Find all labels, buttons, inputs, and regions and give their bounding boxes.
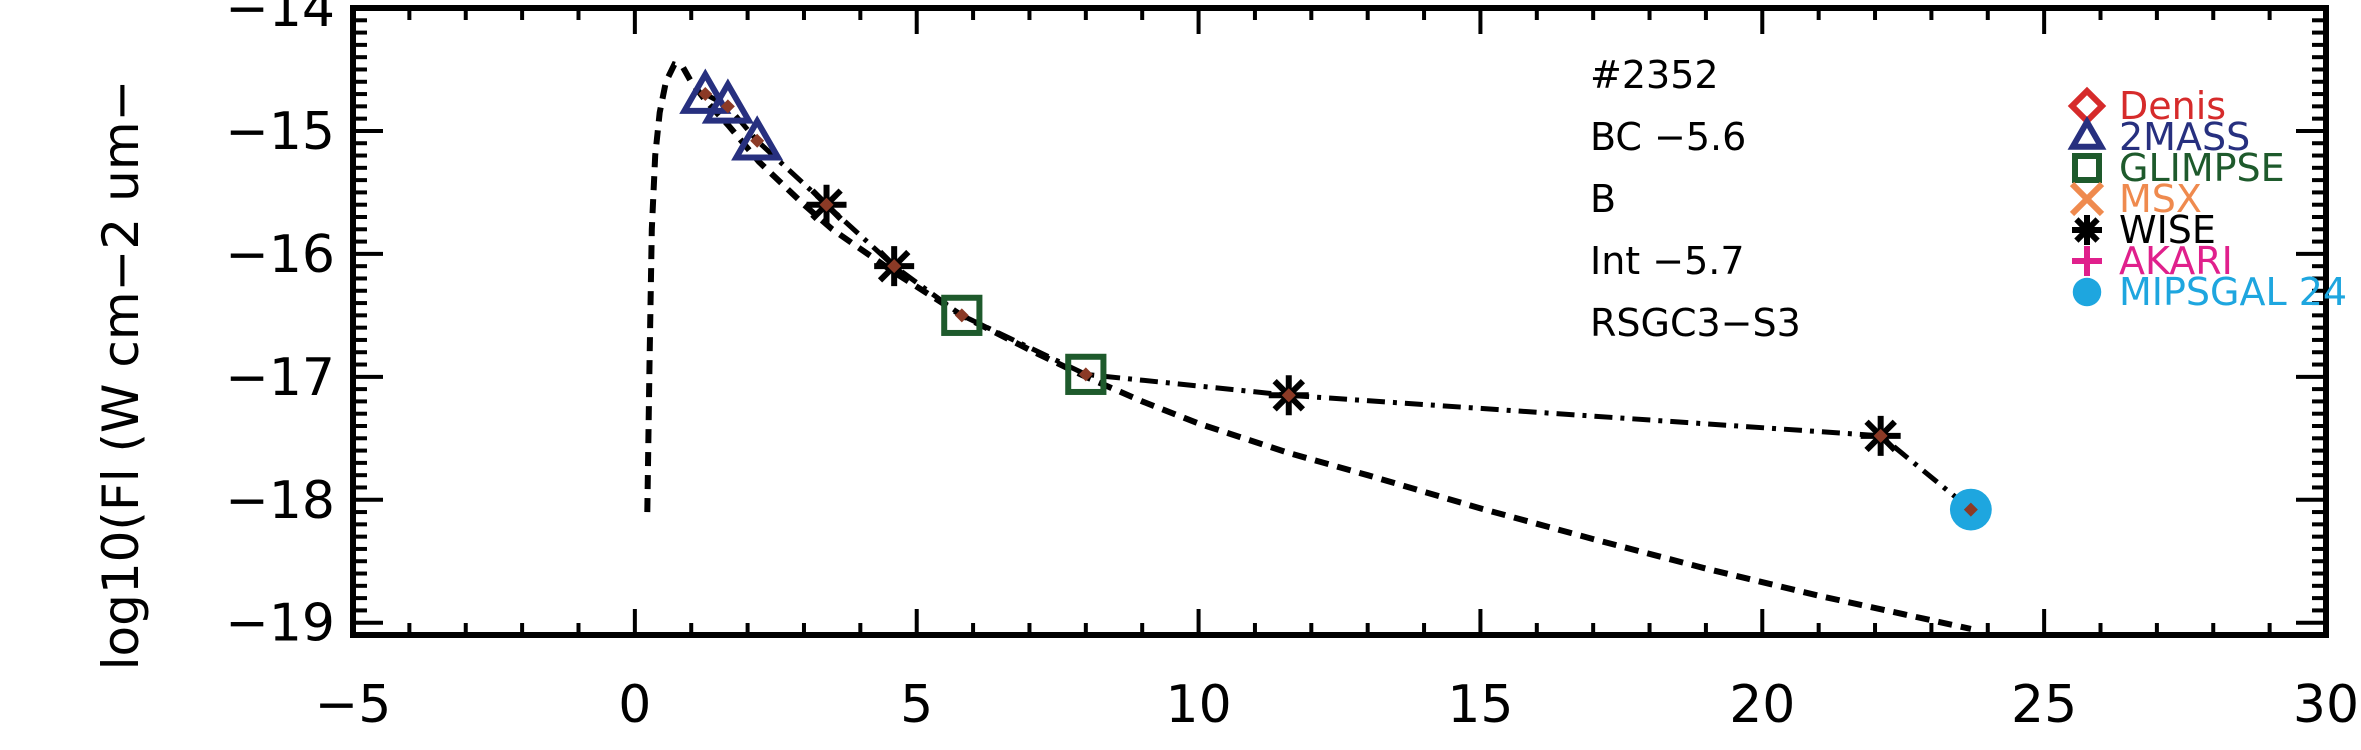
x-stroke [2069, 181, 2105, 217]
annotation-block: #2352 BC −5.6 B Int −5.7 RSGC3−S3 [1590, 53, 1801, 345]
x-tick-label: 25 [2011, 675, 2077, 735]
legend-wise-label: WISE [2119, 208, 2216, 252]
observed-point [1078, 367, 1093, 382]
observed-point [1873, 428, 1888, 443]
observed-point [954, 308, 969, 323]
plot-frame [350, 5, 2329, 638]
2mass-marker [679, 68, 732, 114]
observed-point [720, 99, 735, 114]
legend-mipsgal-24-label: MIPSGAL 24 [2119, 270, 2347, 314]
observed-point [819, 197, 834, 212]
model-sed-curve [644, 61, 1972, 632]
curves [644, 61, 1973, 632]
observed-point [1963, 502, 1978, 517]
legend-glimpse-icon [2072, 153, 2102, 183]
legend-akari-label: AKARI [2119, 239, 2233, 283]
y-tick-labels: −19 −18 −17 −16 −15 −14 [225, 0, 335, 654]
y-tick-label: −17 [225, 348, 335, 408]
x-tick-label: 5 [900, 675, 933, 735]
y-tick-label: −16 [225, 225, 335, 285]
x-tick-label: 10 [1165, 675, 1231, 735]
legend-denis-label: Denis [2119, 84, 2226, 128]
plot-border [350, 5, 2329, 638]
annotation-line: Int −5.7 [1590, 239, 1745, 283]
observed-point [698, 87, 713, 102]
2mass-marker [701, 78, 754, 124]
x-tick-labels: −5 0 5 10 15 20 25 30 [315, 675, 2359, 735]
x-tick-label: −5 [315, 675, 392, 735]
legend-glimpse-label: GLIMPSE [2119, 146, 2285, 190]
legend-mipsgal-24-icon [2072, 277, 2102, 307]
x-tick-label: 30 [2293, 675, 2359, 735]
2mass-marker [731, 115, 784, 161]
x-tick-label: 0 [618, 675, 651, 735]
asterisk-stroke [2074, 217, 2100, 243]
data-markers [679, 68, 1992, 531]
y-tick-label: −19 [225, 594, 335, 654]
x-tick-label: 15 [1447, 675, 1513, 735]
annotation-line: B [1590, 177, 1616, 221]
annotation-line: BC −5.6 [1590, 115, 1746, 159]
glimpse-marker [1065, 353, 1107, 395]
observed-point [750, 133, 765, 148]
observed-point [887, 259, 902, 274]
y-tick-label: −14 [225, 0, 335, 39]
legend-msx-icon [2069, 181, 2105, 217]
legend-msx-label: MSX [2119, 177, 2202, 221]
observed-point [1281, 388, 1296, 403]
axis-ticks [351, 6, 2328, 637]
legend-wise-icon [2072, 215, 2102, 245]
y-axis-label: log10(Fl (W cm−2 um− [92, 80, 150, 671]
annotation-line: RSGC3−S3 [1590, 301, 1801, 345]
y-tick-label: −15 [225, 102, 335, 162]
legend-2mass-icon [2067, 115, 2107, 150]
glimpse-marker [941, 294, 983, 336]
legend-2mass-label: 2MASS [2119, 115, 2250, 159]
x-tick-label: 20 [1729, 675, 1795, 735]
annotation-line: #2352 [1590, 53, 1719, 97]
legend-akari-icon [2072, 246, 2102, 276]
y-tick-label: −18 [225, 471, 335, 531]
